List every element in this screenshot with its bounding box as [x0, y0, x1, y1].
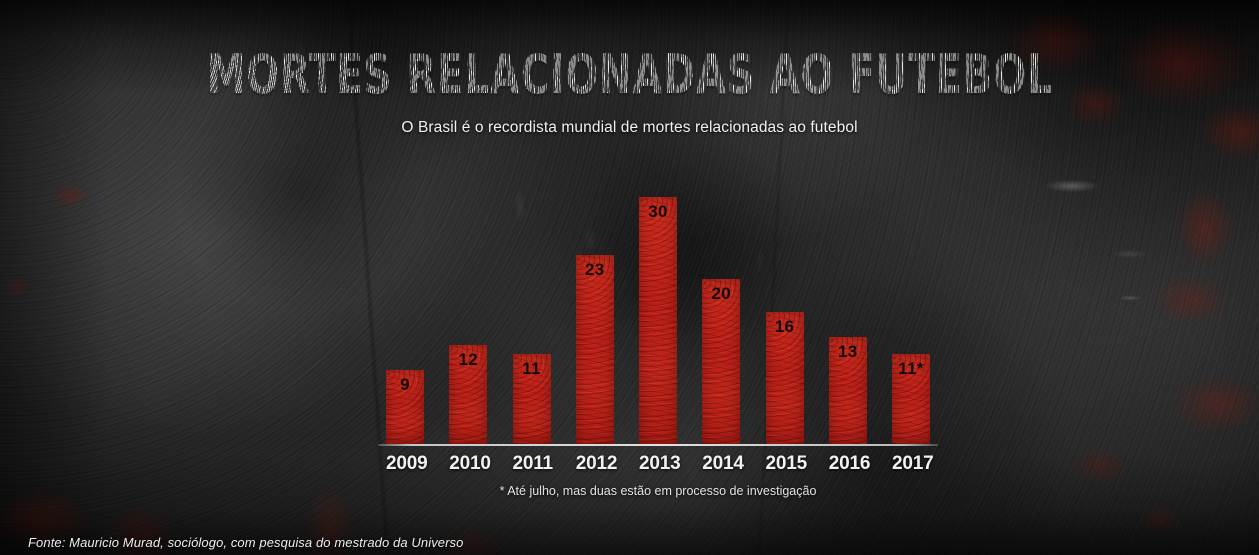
x-tick-2015: 2015 — [765, 453, 808, 474]
x-tick-2012: 2012 — [575, 453, 618, 474]
bar-value-label: 11* — [898, 359, 924, 378]
page-title: MORTES RELACIONADAS AO FUTEBOL — [206, 43, 1053, 106]
bar-2017[interactable]: 11* — [892, 354, 930, 444]
x-tick-2011: 2011 — [512, 453, 554, 474]
x-tick-2010: 2010 — [449, 453, 491, 474]
page-subtitle: O Brasil é o recordista mundial de morte… — [401, 119, 858, 136]
bar-2011[interactable]: 11 — [512, 354, 551, 444]
x-axis-labels: 2009 2010 2011 2012 2013 2014 2015 2016 2017 — [378, 452, 938, 476]
bar-value-label: 9 — [400, 375, 410, 394]
bar-slot: 16 — [765, 176, 804, 444]
bar-value-label: 13 — [837, 342, 858, 361]
bar-value-label: 16 — [774, 317, 795, 336]
bar-slot: 20 — [702, 176, 741, 444]
x-tick-2014: 2014 — [702, 453, 744, 474]
bar-slot: 23 — [575, 176, 614, 444]
chart-plot-area: 9 12 11 23 30 20 16 13 11* — [378, 176, 938, 444]
bar-2014[interactable]: 20 — [702, 279, 741, 444]
source-credit: Fonte: Mauricio Murad, sociólogo, com pe… — [28, 535, 464, 550]
bar-2015[interactable]: 16 — [765, 312, 804, 444]
bar-2016[interactable]: 13 — [828, 337, 867, 444]
bar-value-label: 12 — [458, 350, 478, 369]
x-tick-2009: 2009 — [386, 453, 428, 474]
x-tick-2016: 2016 — [828, 453, 871, 474]
bar-value-label: 30 — [648, 202, 668, 221]
bar-value-label: 23 — [584, 260, 605, 279]
bar-slot: 9 — [386, 176, 424, 444]
bar-2012[interactable]: 23 — [575, 255, 614, 444]
x-tick-2017: 2017 — [892, 453, 934, 474]
bar-slot: 11* — [892, 176, 930, 444]
bar-value-label: 20 — [711, 284, 731, 303]
bar-slot: 30 — [639, 176, 677, 444]
bar-value-label: 11 — [522, 359, 541, 378]
x-axis-line — [378, 444, 938, 446]
bar-2013[interactable]: 30 — [639, 197, 677, 444]
bar-chart: 9 12 11 23 30 20 16 13 11* 2009 2010 2011 2012 2013 2… — [378, 176, 938, 474]
bar-slot: 11 — [512, 176, 551, 444]
bar-2009[interactable]: 9 — [386, 370, 424, 444]
x-tick-2013: 2013 — [639, 453, 681, 474]
bar-2010[interactable]: 12 — [449, 345, 488, 444]
bar-slot: 13 — [828, 176, 867, 444]
chart-footnote: * Até julho, mas duas estão em processo … — [499, 484, 817, 498]
bar-slot: 12 — [449, 176, 488, 444]
